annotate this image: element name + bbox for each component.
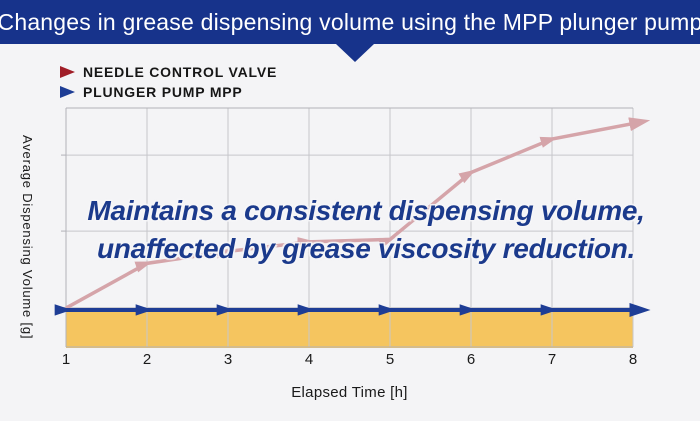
x-tick-label: 4	[304, 351, 314, 368]
legend-label: PLUNGER PUMP MPP	[83, 84, 243, 100]
chart-annotation: Maintains a consistent dispensing volume…	[33, 192, 699, 268]
blue-arrow-icon	[60, 86, 75, 98]
title-banner: Changes in grease dispensing volume usin…	[0, 0, 700, 44]
x-tick-label: 6	[466, 351, 476, 368]
red-arrow-icon	[60, 66, 75, 78]
x-axis-label: Elapsed Time [h]	[291, 384, 408, 401]
x-tick-label: 5	[385, 351, 395, 368]
x-tick-label: 8	[628, 351, 638, 368]
legend-item-plunger-pump: PLUNGER PUMP MPP	[60, 82, 277, 102]
page-title: Changes in grease dispensing volume usin…	[0, 8, 700, 35]
banner-pointer-icon	[336, 44, 374, 62]
annotation-line-2: unaffected by grease viscosity reduction…	[96, 233, 636, 264]
x-tick-label: 1	[61, 351, 71, 368]
x-tick-label: 7	[547, 351, 557, 368]
x-tick-label: 3	[223, 351, 233, 368]
legend-label: NEEDLE CONTROL VALVE	[83, 64, 278, 80]
chart-legend: NEEDLE CONTROL VALVE PLUNGER PUMP MPP	[60, 62, 277, 102]
y-axis-label: Average Dispensing Volume [g]	[20, 134, 35, 340]
x-axis-tick-labels: 1 2 3 4 5 6 7 8	[0, 351, 700, 369]
legend-item-needle-valve: NEEDLE CONTROL VALVE	[60, 62, 277, 82]
x-tick-label: 2	[142, 351, 152, 368]
annotation-line-1: Maintains a consistent dispensing volume…	[87, 195, 645, 226]
